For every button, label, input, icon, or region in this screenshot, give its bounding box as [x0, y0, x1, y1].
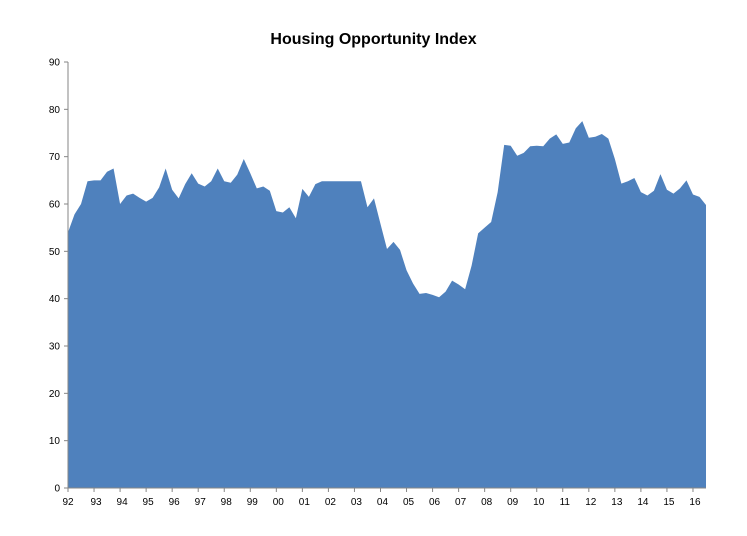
x-tick-label: 15: [663, 497, 675, 508]
x-tick-label: 99: [247, 497, 259, 508]
x-tick-label: 97: [195, 497, 207, 508]
y-tick-label: 40: [49, 294, 61, 305]
x-tick-label: 93: [90, 497, 102, 508]
y-tick-label: 60: [49, 200, 61, 211]
y-tick-label: 30: [49, 342, 61, 353]
x-tick-label: 01: [299, 497, 311, 508]
x-tick-label: 11: [560, 497, 571, 508]
y-tick-label: 80: [49, 105, 61, 116]
x-tick-label: 03: [351, 497, 363, 508]
x-tick-label: 00: [273, 497, 285, 508]
x-tick-label: 95: [143, 497, 155, 508]
y-tick-label: 10: [49, 436, 61, 447]
y-tick-label: 0: [54, 484, 60, 495]
x-tick-label: 10: [533, 497, 545, 508]
y-tick-label: 50: [49, 247, 61, 258]
x-tick-label: 96: [169, 497, 181, 508]
y-tick-label: 20: [49, 389, 61, 400]
x-tick-label: 14: [637, 497, 649, 508]
x-tick-label: 07: [455, 497, 467, 508]
x-tick-label: 08: [481, 497, 493, 508]
x-tick-label: 16: [689, 497, 701, 508]
x-tick-label: 13: [611, 497, 623, 508]
series-area: [68, 121, 706, 489]
x-tick-label: 09: [507, 497, 519, 508]
chart-title: Housing Opportunity Index: [270, 31, 477, 48]
x-tick-label: 04: [377, 497, 389, 508]
y-tick-label: 90: [49, 58, 61, 69]
x-tick-label: 05: [403, 497, 415, 508]
x-tick-label: 98: [221, 497, 233, 508]
x-tick-label: 94: [117, 497, 129, 508]
x-tick-label: 02: [325, 497, 337, 508]
x-tick-label: 06: [429, 497, 441, 508]
y-tick-label: 70: [49, 152, 61, 163]
x-tick-label: 92: [62, 497, 74, 508]
x-tick-label: 12: [585, 497, 597, 508]
